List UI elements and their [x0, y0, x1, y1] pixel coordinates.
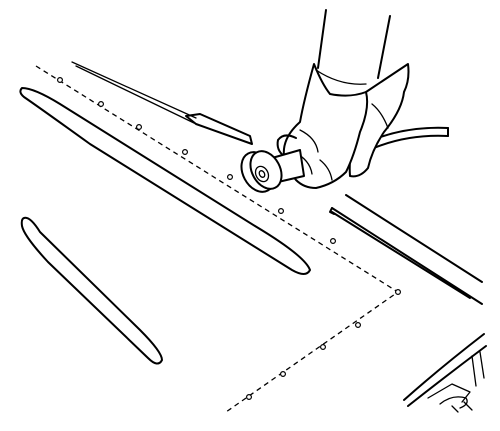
forearm-right-edge — [377, 15, 391, 79]
cut-marker — [330, 238, 337, 245]
cut-marker — [280, 371, 287, 378]
cut-marker — [97, 100, 104, 107]
glove-back-hand — [348, 63, 410, 178]
glove-finger-1 — [299, 129, 319, 153]
glove-thumb — [276, 134, 297, 157]
cut-marker — [395, 289, 402, 296]
glove-back-finger — [371, 103, 389, 129]
cut-line-markers — [56, 76, 402, 401]
glove-finger-3 — [319, 159, 333, 181]
upper-trim-strip-inner — [75, 65, 195, 124]
cut-marker — [227, 174, 234, 181]
cut-marker — [320, 344, 327, 351]
upper-trim-strip-outer — [71, 61, 197, 119]
right-rail-upper — [331, 207, 483, 305]
trim-strip-end-piece — [185, 113, 253, 145]
glove-cuff-line — [315, 69, 367, 85]
upper-panel-molding — [19, 87, 311, 275]
cut-marker — [246, 394, 253, 401]
cut-marker — [136, 123, 143, 130]
right-rail-outer — [345, 194, 483, 283]
tool-power-cord-edge — [373, 134, 449, 149]
cut-marker — [355, 322, 362, 329]
glove-main — [282, 63, 369, 189]
forearm-left-edge — [317, 9, 327, 69]
cut-marker — [278, 208, 285, 215]
lower-panel-molding — [20, 216, 163, 365]
cut-marker — [182, 149, 189, 156]
cutting-wheel — [240, 150, 283, 193]
right-rail-end — [329, 207, 335, 215]
cut-marker — [56, 76, 63, 83]
right-rail-lower — [331, 211, 471, 299]
corner-detail — [403, 333, 487, 413]
